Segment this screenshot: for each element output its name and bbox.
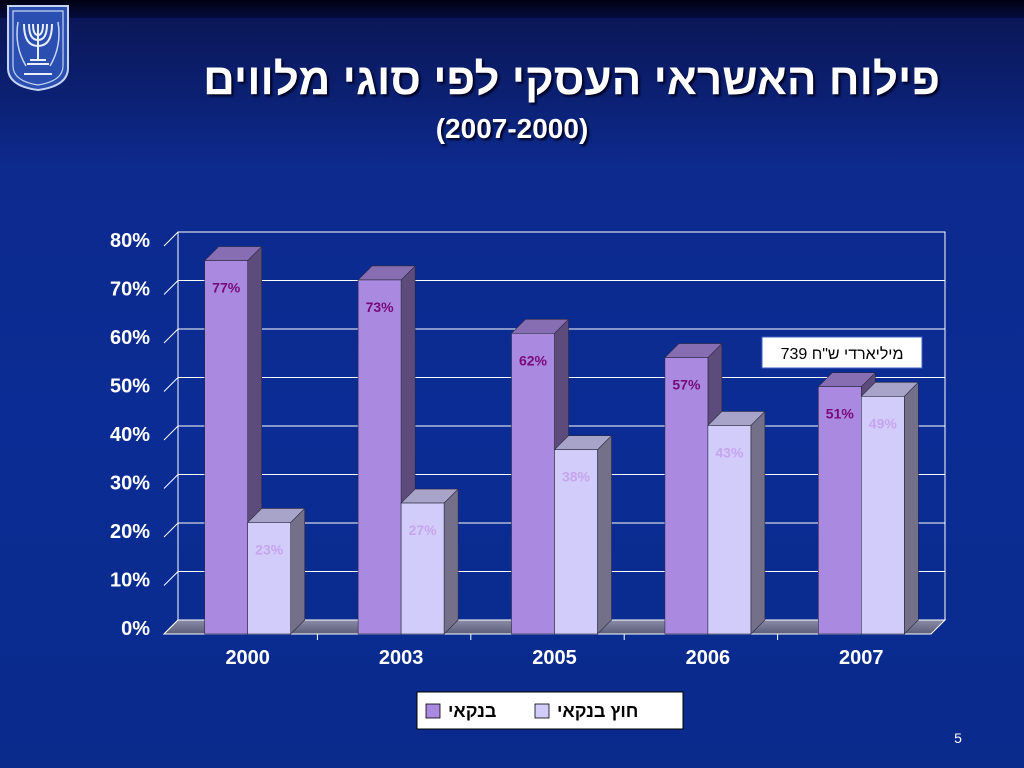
y-tick-label: 80% [110, 230, 150, 252]
y-tick-label: 50% [110, 376, 150, 398]
legend: בנקאי חוץ בנקאי [416, 691, 684, 730]
x-tick-label: 2003 [379, 647, 424, 669]
top-bar [0, 0, 1024, 18]
annotation-box: 739 מיליארדי ש"ח [761, 336, 923, 369]
slide-title: פילוח האשראי העסקי לפי סוגי מלווים [203, 55, 940, 104]
gridline-side [163, 425, 179, 441]
gridline-side [163, 474, 179, 489]
data-label: 77% [212, 280, 241, 296]
slide-subtitle: (2007-2000) [435, 113, 589, 144]
data-label: 57% [672, 377, 701, 393]
legend-swatch-bank [425, 703, 441, 719]
gridline-side [163, 571, 179, 586]
y-tick-label: 20% [110, 521, 150, 543]
annotation-text: 739 מיליארדי ש"ח [781, 345, 904, 363]
y-tick-label: 60% [110, 327, 150, 349]
data-label: 38% [562, 469, 591, 485]
gridline-side [163, 522, 179, 538]
legend-label-nonbank: חוץ בנקאי [557, 701, 638, 721]
data-label: 51% [826, 406, 855, 422]
y-tick-label: 70% [110, 279, 150, 301]
slide-number: 5 [954, 730, 962, 746]
data-label: 27% [409, 522, 438, 538]
x-tick-label: 2006 [686, 647, 731, 669]
legend-swatch-nonbank [534, 703, 550, 719]
gridline-side [163, 328, 179, 344]
y-tick-label: 40% [110, 424, 150, 446]
bar-bank-2000 [203, 245, 263, 635]
gridline-side [163, 231, 179, 247]
y-tick-label: 10% [110, 570, 150, 592]
bar-nonbank-2003 [400, 488, 459, 635]
data-label: 49% [869, 415, 898, 431]
legend-label-bank: בנקאי [448, 701, 496, 721]
x-tick-label: 2007 [839, 647, 884, 669]
x-tick-label: 2000 [225, 647, 270, 669]
bar-nonbank-2000 [246, 507, 306, 635]
data-label: 43% [715, 444, 744, 460]
state-emblem-icon [7, 5, 69, 92]
bar-nonbank-2006 [707, 410, 766, 635]
data-label: 62% [519, 352, 548, 368]
y-tick-label: 0% [121, 618, 150, 640]
bar-nonbank-2007 [860, 381, 920, 635]
bar-nonbank-2005 [553, 434, 613, 635]
gridline-side [163, 377, 179, 392]
y-tick-label: 30% [110, 473, 150, 495]
gridline-side [163, 280, 179, 295]
x-tick-label: 2005 [532, 647, 577, 669]
data-label: 73% [366, 299, 395, 315]
data-label: 23% [255, 541, 284, 557]
